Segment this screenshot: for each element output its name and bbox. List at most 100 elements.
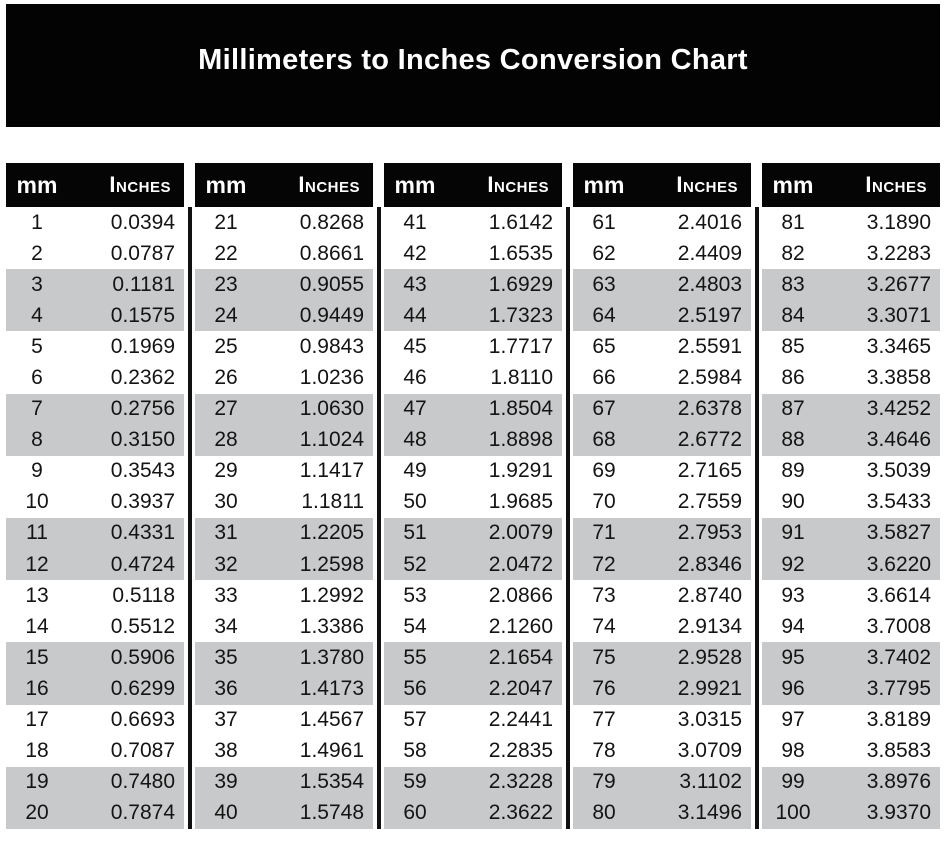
- mm-value: 65: [592, 334, 616, 358]
- inches-value: 0.6693: [110, 708, 175, 732]
- mm-value: 35: [214, 645, 238, 669]
- table-row: 93 3.6614: [762, 580, 940, 611]
- inches-value: 2.9921: [677, 676, 742, 700]
- inches-value: 1.4961: [299, 739, 364, 763]
- inches-value: 0.7874: [110, 801, 175, 825]
- table-row: 13 0.5118: [6, 580, 184, 611]
- inches-value: 0.2756: [110, 397, 175, 421]
- column-group-rows: 1 0.0394 2 0.0787 3 0.1181 4 0.1575 5 0.1969 6 0.23…: [6, 207, 184, 829]
- mm-value: 1: [31, 210, 43, 234]
- mm-value: 52: [403, 552, 427, 576]
- table-column-group-4: mm Inches 61 2.4016 62 2.4409 63 2.4803 64 2.51…: [573, 163, 751, 829]
- table-row: 66 2.5984: [573, 362, 751, 393]
- mm-value: 15: [25, 645, 49, 669]
- table-row: 95 3.7402: [762, 642, 940, 674]
- table-column-group-2: mm Inches 21 0.8268 22 0.8661 23 0.9055 24 0.94…: [195, 163, 373, 829]
- inches-value: 3.2283: [866, 241, 931, 265]
- mm-value: 83: [781, 272, 805, 296]
- inches-value: 1.5354: [299, 770, 364, 794]
- mm-value: 58: [403, 739, 427, 763]
- inches-value: 0.2362: [110, 366, 175, 390]
- inches-header: Inches: [487, 172, 549, 197]
- inches-value: 0.3543: [110, 459, 175, 483]
- mm-value: 22: [214, 241, 238, 265]
- mm-value: 78: [592, 739, 616, 763]
- mm-value: 30: [214, 490, 238, 514]
- mm-value: 34: [214, 614, 238, 638]
- mm-value: 43: [403, 272, 427, 296]
- table-row: 22 0.8661: [195, 238, 373, 269]
- table-row: 60 2.3622: [384, 797, 562, 829]
- table-row: 59 2.3228: [384, 766, 562, 798]
- inches-value: 0.9055: [299, 272, 364, 296]
- inches-value: 3.0709: [677, 739, 742, 763]
- inches-value: 3.7402: [866, 645, 931, 669]
- mm-value: 92: [781, 552, 805, 576]
- mm-value: 93: [781, 583, 805, 607]
- inches-value: 0.8661: [299, 241, 364, 265]
- table-row: 16 0.6299: [6, 673, 184, 705]
- inches-value: 1.9685: [488, 490, 553, 514]
- mm-value: 31: [214, 521, 238, 545]
- table-row: 29 1.1417: [195, 456, 373, 487]
- mm-value: 33: [214, 583, 238, 607]
- inches-value: 2.9528: [677, 645, 742, 669]
- inches-value: 3.4252: [866, 397, 931, 421]
- inches-value: 1.6142: [488, 210, 553, 234]
- table-row: 35 1.3780: [195, 642, 373, 674]
- table-row: 1 0.0394: [6, 207, 184, 238]
- table-row: 92 3.6220: [762, 549, 940, 581]
- table-row: 100 3.9370: [762, 797, 940, 829]
- inches-value: 3.6614: [866, 583, 931, 607]
- mm-value: 80: [592, 801, 616, 825]
- table-row: 19 0.7480: [6, 766, 184, 798]
- table-row: 74 2.9134: [573, 611, 751, 642]
- mm-value: 56: [403, 676, 427, 700]
- mm-value: 8: [31, 428, 43, 452]
- inches-value: 1.4567: [299, 708, 364, 732]
- mm-value: 68: [592, 428, 616, 452]
- inches-value: 3.6220: [866, 552, 931, 576]
- inches-value: 3.4646: [866, 428, 931, 452]
- inches-value: 1.4173: [299, 676, 364, 700]
- mm-value: 87: [781, 397, 805, 421]
- table-row: 9 0.3543: [6, 456, 184, 487]
- column-group-rows: 61 2.4016 62 2.4409 63 2.4803 64 2.5197 65 2.5591…: [573, 207, 751, 829]
- table-row: 40 1.5748: [195, 797, 373, 829]
- inches-value: 2.6772: [677, 428, 742, 452]
- mm-value: 73: [592, 583, 616, 607]
- mm-value: 71: [592, 521, 616, 545]
- inches-value: 1.2205: [299, 521, 364, 545]
- inches-value: 1.8110: [490, 366, 553, 390]
- mm-value: 26: [214, 366, 238, 390]
- mm-value: 12: [25, 552, 49, 576]
- inches-header: Inches: [109, 172, 171, 197]
- inches-value: 2.7165: [677, 459, 742, 483]
- table-row: 99 3.8976: [762, 766, 940, 798]
- mm-value: 14: [25, 614, 49, 638]
- inches-value: 2.5984: [677, 366, 742, 390]
- inches-value: 1.1417: [299, 459, 364, 483]
- table-row: 17 0.6693: [6, 705, 184, 736]
- table-row: 12 0.4724: [6, 549, 184, 581]
- inches-value: 2.5591: [677, 334, 742, 358]
- mm-value: 82: [781, 241, 805, 265]
- inches-value: 3.3071: [866, 303, 931, 327]
- table-row: 21 0.8268: [195, 207, 373, 238]
- inches-value: 3.3465: [866, 334, 931, 358]
- mm-value: 91: [781, 521, 805, 545]
- mm-value: 53: [403, 583, 427, 607]
- inches-value: 0.5906: [110, 645, 175, 669]
- mm-value: 42: [403, 241, 427, 265]
- inches-value: 0.4724: [110, 552, 175, 576]
- column-group-header: mm Inches: [573, 163, 751, 207]
- table-row: 62 2.4409: [573, 238, 751, 269]
- inches-value: 2.0472: [488, 552, 553, 576]
- table-row: 67 2.6378: [573, 393, 751, 425]
- table-row: 83 3.2677: [762, 269, 940, 301]
- inches-value: 2.2047: [488, 676, 553, 700]
- inches-value: 2.4803: [677, 272, 742, 296]
- table-row: 48 1.8898: [384, 424, 562, 456]
- mm-value: 7: [31, 397, 43, 421]
- mm-header: mm: [16, 171, 58, 198]
